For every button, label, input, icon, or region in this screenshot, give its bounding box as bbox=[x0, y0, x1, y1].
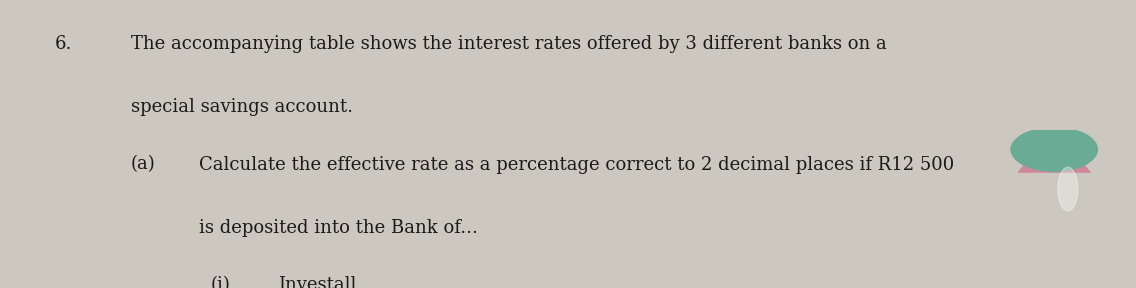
Text: special savings account.: special savings account. bbox=[131, 98, 352, 116]
Text: The accompanying table shows the interest rates offered by 3 different banks on : The accompanying table shows the interes… bbox=[131, 35, 886, 53]
Text: (i): (i) bbox=[210, 276, 229, 288]
Text: Investall: Investall bbox=[278, 276, 357, 288]
FancyBboxPatch shape bbox=[982, 173, 1136, 288]
Text: Calculate the effective rate as a percentage correct to 2 decimal places if R12 : Calculate the effective rate as a percen… bbox=[199, 156, 954, 173]
Ellipse shape bbox=[1004, 181, 1113, 288]
Text: (a): (a) bbox=[131, 156, 156, 173]
Ellipse shape bbox=[1011, 128, 1097, 171]
Text: is deposited into the Bank of...: is deposited into the Bank of... bbox=[199, 219, 477, 237]
Text: 6.: 6. bbox=[55, 35, 72, 53]
Ellipse shape bbox=[1011, 154, 1097, 240]
Ellipse shape bbox=[1058, 167, 1078, 211]
